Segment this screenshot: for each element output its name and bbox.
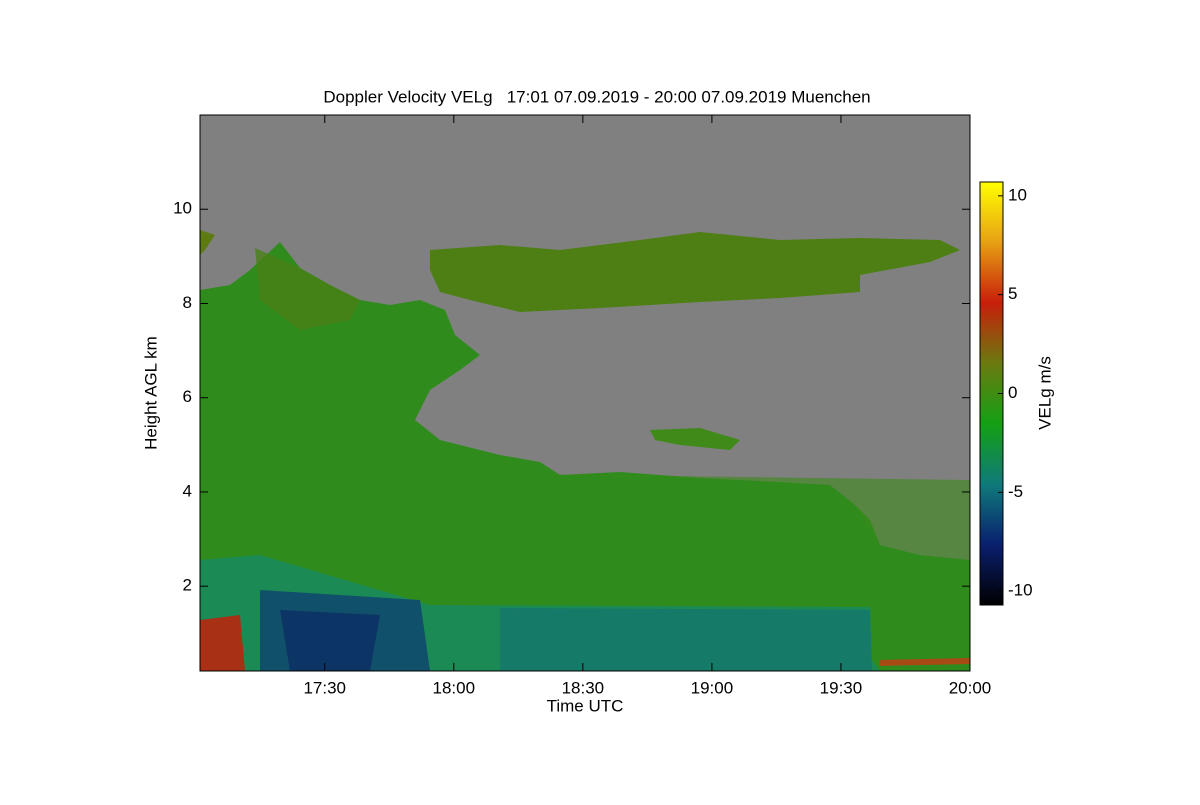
colorbar-tick-label: 10	[1008, 185, 1027, 204]
x-tick-label: 19:00	[691, 678, 734, 697]
plot-frame	[199, 114, 971, 672]
y-tick-label: 8	[183, 293, 192, 312]
x-axis-label: Time UTC	[547, 696, 624, 715]
velocity-field	[200, 115, 970, 671]
y-tick-label: 4	[183, 481, 192, 500]
x-tick-label: 18:30	[562, 678, 605, 697]
x-tick-label: 19:30	[820, 678, 863, 697]
chart-title: Doppler Velocity VELg 17:01 07.09.2019 -…	[323, 87, 870, 106]
colorbar-tick-label: 5	[1008, 284, 1017, 303]
colorbar-label: VELg m/s	[1035, 356, 1054, 430]
x-tick-label: 18:00	[433, 678, 476, 697]
y-axis-label: Height AGL km	[141, 336, 160, 450]
colorbar-tick-label: -10	[1008, 581, 1033, 600]
y-tick-label: 10	[173, 199, 192, 218]
y-tick-label: 6	[183, 387, 192, 406]
colorbar-tick-label: -5	[1008, 482, 1023, 501]
colorbar-tick-label: 0	[1008, 383, 1017, 402]
x-tick-label: 20:00	[949, 678, 992, 697]
y-tick-label: 2	[183, 576, 192, 595]
x-tick-label: 17:30	[303, 678, 346, 697]
